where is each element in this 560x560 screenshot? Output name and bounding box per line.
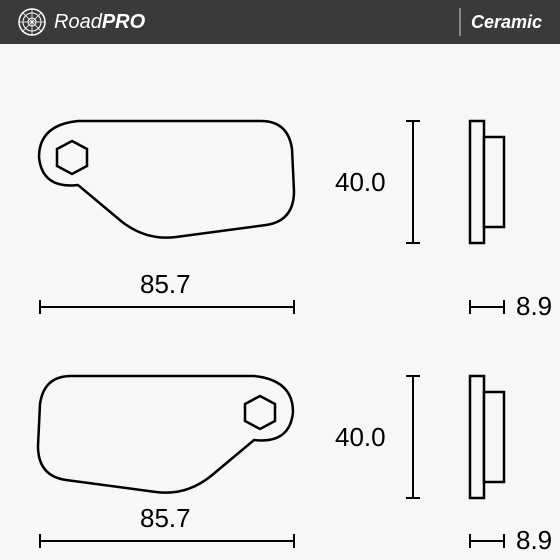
header-divider [459, 8, 461, 36]
pad2-side [466, 374, 522, 514]
brand-logo-icon [18, 8, 46, 36]
dim-line [39, 306, 295, 308]
dim-line [469, 540, 505, 542]
pad1-thickness-label: 8.9 [516, 291, 552, 322]
brand-suffix: PRO [102, 11, 145, 33]
brand: RoadPRO [18, 8, 145, 36]
pad2-height-label: 40.0 [335, 422, 386, 453]
pad1-height-label: 40.0 [335, 167, 386, 198]
dim-line [412, 375, 414, 499]
header-bar: RoadPRO Ceramic [0, 0, 560, 44]
pad1-side [466, 119, 522, 259]
dim-line [39, 540, 295, 542]
brand-name: RoadPRO [54, 11, 145, 34]
diagram-area: 40.0 85.7 8.9 40.0 85.7 8.9 [0, 44, 560, 560]
dim-line [412, 120, 414, 244]
material-label: Ceramic [471, 12, 542, 33]
header-right: Ceramic [459, 8, 542, 36]
pad2-width-label: 85.7 [140, 503, 191, 534]
pad1-width-label: 85.7 [140, 269, 191, 300]
dim-line [469, 306, 505, 308]
pad2-thickness-label: 8.9 [516, 525, 552, 556]
pad2-face [36, 374, 296, 514]
pad1-face [36, 119, 296, 259]
brand-prefix: Road [54, 11, 102, 33]
